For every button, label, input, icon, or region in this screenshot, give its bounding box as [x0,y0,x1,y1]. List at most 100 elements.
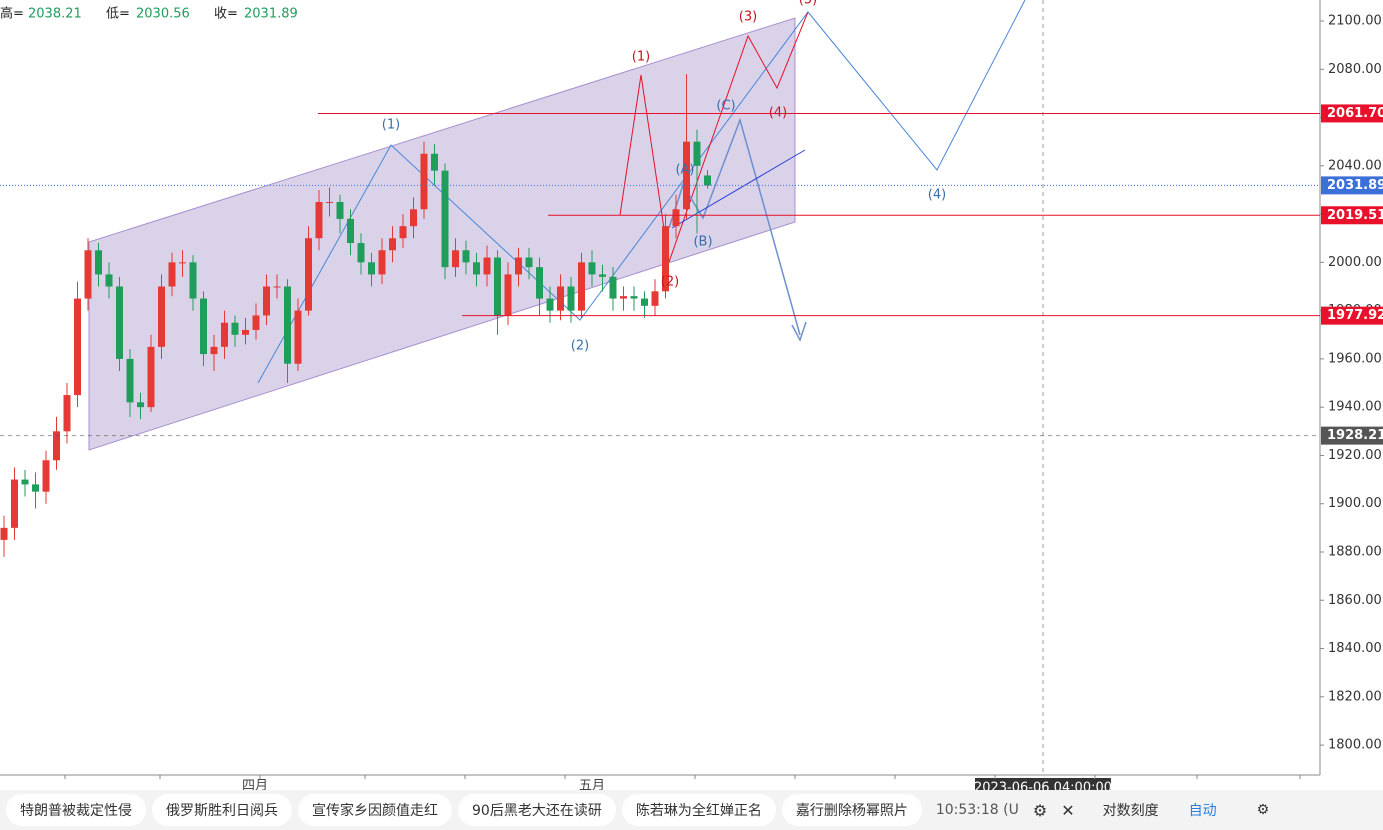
wave-label: (2) [571,339,589,354]
candle-body [231,322,239,335]
candle-body [53,431,60,461]
candle-body [336,202,344,219]
candle-body [42,460,50,492]
settings-button[interactable]: ⚙ [1032,800,1048,820]
crosshair-label: 2023-06-06 04:00:00 [974,781,1112,791]
auto-button[interactable]: 自动 [1188,803,1217,819]
candle-body [693,141,701,166]
bottom-bar: 特朗普被裁定性侵 俄罗斯胜利日阅兵 宣传家乡因颜值走红 90后黑老大还在读研 陈… [0,790,1383,830]
wave-label: (C) [716,99,735,114]
x-label: 五月 [579,779,605,791]
candle-body [536,267,543,299]
candle-body [683,141,690,210]
candle-body [420,153,428,210]
y-tick-label: 1960.00 [1328,351,1382,366]
candle-body [116,286,123,359]
candle-body [294,310,302,364]
price-box [1321,426,1383,445]
header-close-label: 收= [214,7,238,22]
price-box [1321,306,1383,325]
candle-body [21,479,29,485]
candle-body [704,175,711,186]
candle-body [525,257,533,268]
candle-body [252,315,260,330]
candle-body [32,484,39,492]
news-chip[interactable]: 俄罗斯胜利日阅兵 [152,794,292,826]
y-tick-label: 1880.00 [1328,544,1382,559]
wave-label: (B) [693,235,712,250]
price-box [1321,176,1383,195]
candle-body [578,262,585,311]
candle-body [221,322,228,347]
wave-label: (5) [799,0,817,8]
price-label: 1928.21 [1327,428,1383,443]
candle-body [105,274,113,287]
y-tick-label: 2080.00 [1328,62,1382,77]
news-chip[interactable]: 陈若琳为全红婵正名 [621,794,776,826]
wave-label: (A) [675,163,694,178]
candle-body [399,226,407,239]
wave-label: (1) [632,50,650,65]
candle-body [273,286,281,288]
price-label: 2019.51 [1327,208,1383,223]
candle-body [599,274,606,277]
candle-body [179,262,186,264]
candle-body [620,296,627,299]
candle-body [126,358,134,403]
wave-label: (2) [661,275,679,290]
close-button[interactable]: ✕ [1061,800,1075,820]
y-tick-label: 2040.00 [1328,158,1382,173]
y-tick-label: 1940.00 [1328,400,1382,415]
wave-label: (3) [739,10,757,25]
price-box [1321,104,1383,123]
candle-body [305,238,312,311]
candle-body [630,296,638,299]
y-tick-label: 2100.00 [1328,13,1382,28]
candle-body [662,226,669,292]
price-label: 1977.92 [1327,308,1383,323]
candle-body [410,209,417,227]
clock: 10:53:18 (U [935,802,1019,818]
candle-body [672,209,680,227]
crosshair-box [975,778,1111,790]
price-box [1321,206,1383,225]
candle-body [441,170,449,268]
header-high: 2038.21 [28,7,82,22]
news-chip[interactable]: 特朗普被裁定性侵 [6,794,146,826]
price-label: 2061.70 [1327,106,1383,121]
header-high-label: 高= [0,6,24,22]
candle-body [0,527,8,540]
candle-body [63,395,71,432]
candle-body [347,218,354,244]
candle-body [357,243,365,263]
price-label: 2031.89 [1327,178,1383,193]
news-chip[interactable]: 宣传家乡因颜值走红 [298,794,452,826]
wave-label: (1) [382,118,400,133]
candle-body [431,153,438,171]
candle-body [483,257,491,275]
candle-body [242,329,249,335]
y-tick-label: 1820.00 [1328,689,1382,704]
candles [0,74,711,557]
header-close: 2031.89 [244,7,298,22]
wave-label: (4) [769,106,787,121]
candle-body [389,238,396,251]
candle-body [452,250,459,268]
gear-button[interactable]: ⚙ [1256,802,1270,818]
candle-body [567,286,575,311]
candle-body [326,202,333,204]
news-chip[interactable]: 嘉行删除杨幂照片 [781,794,922,826]
x-label: 四月 [242,779,268,791]
y-tick-label: 1920.00 [1328,448,1382,463]
candle-body [95,250,102,275]
candle-body [210,346,218,355]
candle-body [462,250,470,263]
candle-body [609,276,617,299]
candle-body [11,479,18,528]
candle-body [284,286,291,364]
candle-body [84,250,92,299]
news-chip[interactable]: 90后黑老大还在读研 [458,794,616,826]
log-scale-button[interactable]: 对数刻度 [1102,803,1159,819]
candle-body [504,274,512,316]
candle-body [588,262,596,275]
